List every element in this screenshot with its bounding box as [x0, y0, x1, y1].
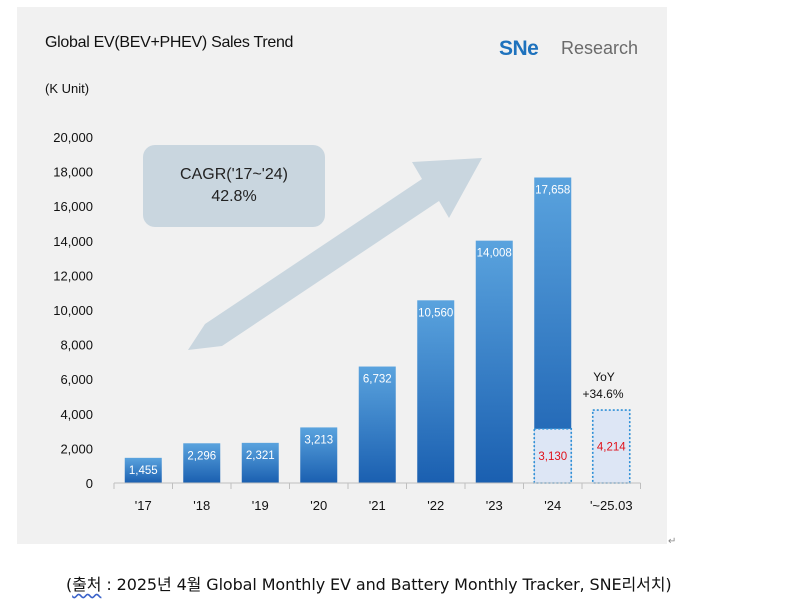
- unit-label: (K Unit): [45, 81, 89, 96]
- x-axis: '17 '18 '19 '20 '21 '22 '23 '24 '~25.03: [113, 482, 641, 513]
- bar-value-label: 17,658: [535, 185, 570, 197]
- caption-text: : 2025년 4월 Global Monthly EV and Battery…: [101, 575, 672, 594]
- x-tick-label: '19: [252, 498, 269, 513]
- bar-value-label: 2,296: [187, 450, 216, 462]
- y-tick-label: 0: [86, 476, 93, 491]
- x-tick-label: '18: [193, 498, 210, 513]
- y-tick-label: 10,000: [53, 303, 93, 318]
- x-tick-label: '~25.03: [590, 498, 633, 513]
- x-tick-label: '22: [427, 498, 444, 513]
- y-tick-label: 16,000: [53, 199, 93, 214]
- bar: [475, 240, 513, 483]
- cagr-box: [143, 145, 325, 227]
- cagr-value: 42.8%: [211, 188, 256, 205]
- bar: [417, 300, 455, 483]
- bar: [241, 442, 279, 483]
- bar-value-label: 14,008: [477, 248, 512, 260]
- x-tick-label: '17: [135, 498, 152, 513]
- bar: [358, 366, 396, 483]
- bar: [124, 457, 162, 483]
- bar-value-label: 3,213: [304, 434, 333, 446]
- x-tick-label: '24: [544, 498, 561, 513]
- x-tick-label: '23: [486, 498, 503, 513]
- x-tick-label: '20: [310, 498, 327, 513]
- sne-research-logo: SNe Research: [499, 37, 638, 60]
- x-tick-label: '21: [369, 498, 386, 513]
- trend-arrow: [188, 158, 482, 350]
- bar-value-label: 2,321: [246, 450, 275, 462]
- bar: [183, 443, 221, 483]
- bar-value-label: 10,560: [418, 307, 453, 319]
- partial-bar: [591, 409, 631, 484]
- bar-value-label: 6,732: [363, 374, 392, 386]
- y-tick-label: 12,000: [53, 268, 93, 283]
- source-caption: (출처 : 2025년 4월 Global Monthly EV and Bat…: [66, 571, 672, 595]
- caption-source-word: 출처: [72, 575, 102, 594]
- yoy-label: YoY: [593, 370, 615, 384]
- bar: [300, 427, 338, 483]
- return-mark: ↵: [668, 536, 677, 547]
- bar-value-label: 1,455: [129, 465, 158, 477]
- y-tick-label: 6,000: [60, 372, 93, 387]
- y-tick-label: 18,000: [53, 165, 93, 180]
- y-tick-label: 8,000: [60, 338, 93, 353]
- y-axis: 0 2,000 4,000 6,000 8,000 10,000 12,000 14,000 1…: [53, 130, 93, 491]
- y-tick-label: 14,000: [53, 234, 93, 249]
- svg-text:Research: Research: [561, 38, 638, 58]
- partial-value-label: 3,130: [538, 451, 567, 463]
- bars: 1,455 2,296 2,321 3,213 6,732 10,560 14,008 17,…: [124, 177, 631, 484]
- y-tick-label: 4,000: [60, 407, 93, 422]
- svg-text:SNe: SNe: [499, 37, 538, 60]
- yoy-value: +34.6%: [582, 387, 623, 401]
- y-tick-label: 2,000: [60, 441, 93, 456]
- partial-value-label: 4,214: [597, 442, 626, 454]
- cagr-label: CAGR('17~'24): [180, 166, 288, 183]
- y-tick-label: 20,000: [53, 130, 93, 145]
- chart-title: Global EV(BEV+PHEV) Sales Trend: [45, 34, 293, 51]
- caption-open: (: [66, 575, 73, 594]
